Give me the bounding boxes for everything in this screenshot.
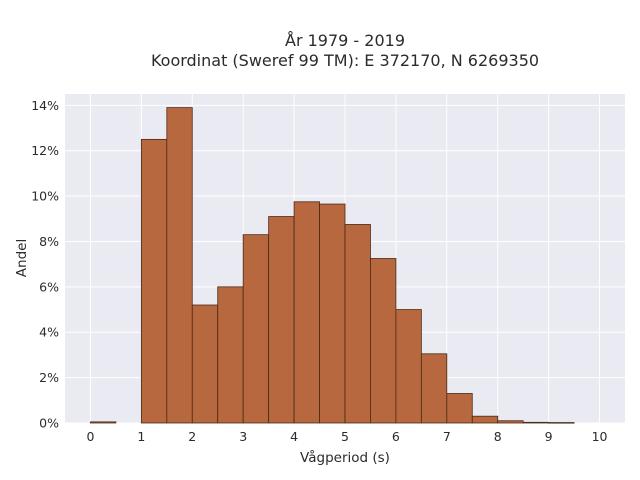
x-tick-label: 4 [290, 429, 298, 444]
y-tick-label: 6% [39, 279, 59, 294]
histogram-bar [522, 421, 550, 424]
y-axis-label: Andel [14, 239, 30, 277]
histogram-bar [446, 393, 473, 424]
x-tick-label: 10 [592, 429, 608, 444]
y-axis-ticks: 0% 2% 4% 6% 8% 10% 12% 14% [31, 98, 59, 431]
x-tick-label: 2 [188, 429, 196, 444]
chart-title: År 1979 - 2019 [285, 31, 405, 50]
x-tick-label: 5 [341, 429, 349, 444]
x-axis-ticks: 0 1 2 3 4 5 6 7 8 9 10 [86, 429, 607, 444]
histogram-bar [420, 353, 448, 424]
histogram-bar [293, 201, 320, 424]
histogram-bar [497, 420, 524, 424]
histogram-bar [319, 203, 346, 424]
x-tick-label: 3 [239, 429, 247, 444]
histogram-bar [395, 309, 422, 424]
histogram-bar [242, 234, 270, 424]
histogram-bar [90, 421, 117, 424]
x-tick-label: 9 [545, 429, 553, 444]
y-tick-label: 10% [31, 189, 59, 204]
x-tick-label: 0 [86, 429, 94, 444]
histogram-bar [471, 415, 499, 424]
x-tick-label: 1 [137, 429, 145, 444]
x-tick-label: 8 [494, 429, 502, 444]
histogram-bar [370, 258, 397, 424]
x-axis-label: Vågperiod (s) [300, 449, 390, 466]
x-tick-label: 6 [392, 429, 400, 444]
histogram-bar [217, 286, 244, 424]
y-tick-label: 8% [39, 234, 59, 249]
histogram-bar [548, 422, 575, 424]
histogram-bar [166, 107, 193, 424]
y-tick-label: 12% [31, 143, 59, 158]
histogram-bar [140, 138, 168, 424]
y-tick-label: 2% [39, 370, 59, 385]
histogram-bar [191, 304, 219, 424]
y-tick-label: 0% [39, 416, 59, 431]
y-tick-label: 4% [39, 325, 59, 340]
chart-subtitle: Koordinat (Sweref 99 TM): E 372170, N 62… [151, 51, 539, 70]
histogram-bar [344, 224, 371, 424]
histogram-bar [268, 216, 295, 424]
histogram-bars [90, 107, 575, 424]
x-tick-label: 7 [443, 429, 451, 444]
y-tick-label: 14% [31, 98, 59, 113]
